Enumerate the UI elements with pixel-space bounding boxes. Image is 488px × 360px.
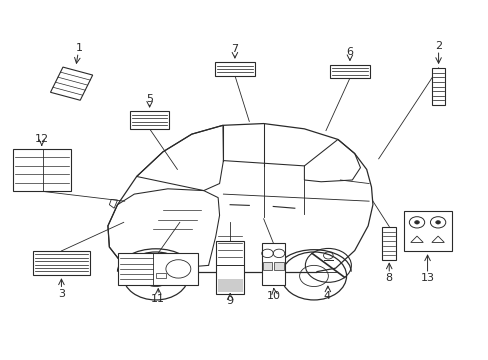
- Bar: [118, 253, 198, 285]
- Text: 2: 2: [434, 41, 441, 51]
- Bar: [217, 279, 242, 292]
- Text: 9: 9: [226, 296, 233, 306]
- Bar: [431, 68, 445, 105]
- Bar: [329, 65, 369, 78]
- Bar: [216, 242, 244, 294]
- Text: 5: 5: [146, 94, 153, 104]
- Text: 6: 6: [346, 47, 353, 57]
- Bar: [215, 62, 254, 76]
- Bar: [156, 274, 166, 278]
- Bar: [262, 262, 272, 270]
- Text: 4: 4: [323, 291, 330, 301]
- Bar: [381, 227, 396, 260]
- Text: 3: 3: [58, 289, 65, 298]
- Bar: [33, 251, 89, 275]
- Bar: [274, 262, 283, 270]
- Text: 7: 7: [231, 45, 238, 54]
- Circle shape: [435, 221, 440, 224]
- Text: 8: 8: [385, 273, 392, 283]
- Text: 10: 10: [266, 291, 281, 301]
- Bar: [130, 111, 169, 129]
- Bar: [261, 243, 284, 285]
- Circle shape: [414, 221, 419, 224]
- Bar: [403, 211, 450, 251]
- Text: 12: 12: [35, 134, 49, 144]
- Text: 1: 1: [76, 43, 82, 53]
- Text: 13: 13: [420, 273, 434, 283]
- Text: 11: 11: [151, 294, 165, 304]
- Bar: [13, 149, 70, 191]
